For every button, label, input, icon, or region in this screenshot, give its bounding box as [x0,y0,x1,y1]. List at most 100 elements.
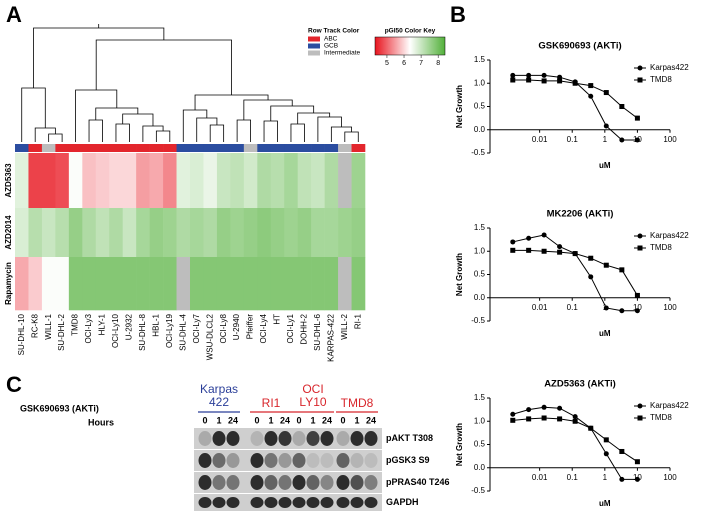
marker [634,292,640,298]
heatmap-cell [351,208,366,258]
x-tick-label: 100 [663,303,677,312]
x-axis-label: uM [599,329,611,338]
marker [510,77,516,83]
heatmap-cell [216,153,231,209]
column-label: RC-K8 [30,313,39,338]
hour-label: 1 [310,415,315,425]
legend-label: Karpas422 [650,231,689,240]
column-label: OCI-Ly3 [84,313,93,343]
series-line [512,249,638,296]
group-label: Karpas [200,382,238,396]
track-cell [297,144,312,152]
column-label: OCI-Ly1 [286,313,295,343]
heatmap-cell [216,257,231,311]
y-tick-label: 1.5 [474,223,486,232]
heatmap-cell [163,257,177,311]
x-tick-label: 1 [603,135,608,144]
band-label: pAKT T308 [386,433,433,443]
heatmap-cell [230,208,245,258]
blot-band [198,453,212,468]
track-cell [176,144,191,152]
column-label: OCI-Ly8 [219,313,228,343]
marker [541,415,547,421]
x-axis-label: uM [599,499,611,508]
column-label: SU-DHL-10 [17,313,26,355]
x-tick-label: 1 [603,473,608,482]
y-tick-label: 0.5 [474,102,486,111]
track-cell [243,144,258,152]
heatmap-cell [163,153,177,209]
legend-label: ABC [324,36,338,43]
track-cell [203,144,218,152]
marker [588,425,594,431]
track-cell [324,144,339,152]
heatmap-cell [95,153,110,209]
blot-band [306,475,320,490]
track-cell [82,144,97,152]
heatmap-cell [243,208,258,258]
band-label: GAPDH [386,497,419,507]
hours-label: Hours [88,417,114,427]
legend-label: Karpas422 [650,401,689,410]
color-key-tick-label: 5 [385,60,389,67]
dendrogram-branch [48,133,63,142]
heatmap-cell [243,257,258,311]
blot-band [336,497,350,508]
dendrogram-branch [344,131,359,142]
blot-band [306,453,320,468]
y-tick-label: 1.5 [474,393,486,402]
track-cell [351,144,366,152]
group-label: RI1 [262,396,281,410]
marker [526,407,532,413]
heatmap-cell [68,257,83,311]
marker [526,416,532,422]
blot-band [226,453,240,468]
marker [634,115,640,121]
heatmap-cell [284,208,298,258]
marker [637,245,643,251]
missing-cell [338,153,352,209]
x-tick-label: 0.01 [532,303,548,312]
blot-band [212,497,226,508]
marker [637,233,643,239]
marker [510,239,516,245]
marker [510,247,516,253]
blot-band [278,475,292,490]
dendrogram-branch [270,105,315,121]
column-label: OCI-Ly4 [259,313,268,343]
heatmap-cell [203,153,218,209]
y-tick-label: 1.0 [474,78,486,87]
dendrogram-branch [317,116,342,142]
marker [541,248,547,254]
x-axis-label: uM [599,161,611,170]
legend-label: GCB [324,43,338,50]
x-tick-label: 0.01 [532,135,548,144]
heatmap-cell [190,208,204,258]
blot-band [320,497,334,508]
heatmap-cell [203,257,218,311]
y-tick-label: -0.5 [471,316,485,325]
track-cell [41,144,56,152]
hour-label: 1 [354,415,359,425]
track-cell [216,144,231,152]
heatmap-cell [41,208,56,258]
column-label: SU-DHL-6 [313,313,322,350]
heatmap-cell [338,208,352,258]
chart-title: MK2206 (AKTi) [547,209,614,220]
marker [619,267,625,273]
y-tick-label: 0.0 [474,463,486,472]
heatmap-cell [122,257,137,311]
y-tick-label: 0.0 [474,293,486,302]
legend-label: TMD8 [650,413,672,422]
blot-band [350,453,364,468]
marker [557,249,563,255]
marker [541,404,547,410]
marker [637,65,643,71]
y-axis-label: Net Growth [455,253,464,296]
marker [637,77,643,83]
heatmap-cell [28,208,43,258]
heatmap-cell [136,208,150,258]
blot-band [364,453,378,468]
x-tick-label: 100 [663,135,677,144]
legend-label: TMD8 [650,75,672,84]
